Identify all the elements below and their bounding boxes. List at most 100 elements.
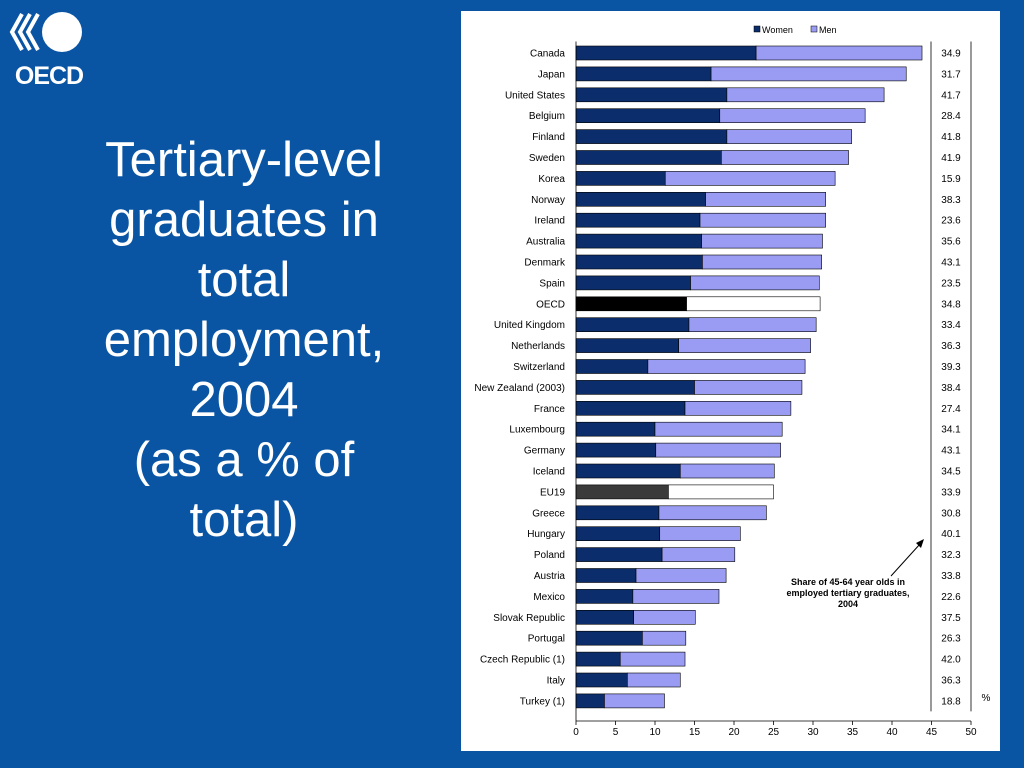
- bar-men: [701, 233, 823, 249]
- x-tick-label: 0: [573, 727, 579, 738]
- bar-men: [633, 609, 696, 625]
- slide-title-line: graduates in: [109, 193, 379, 247]
- category-label: Canada: [530, 49, 565, 60]
- bar-men: [627, 672, 681, 688]
- bar-men: [658, 505, 767, 521]
- category-label: Ireland: [534, 216, 565, 227]
- bar-men: [668, 484, 774, 500]
- share-value-label: 34.5: [941, 467, 961, 478]
- stacked-bar-chart: Women Men Canada 34.9 Japan 31.7 United States…: [474, 25, 991, 738]
- bar-women: [575, 589, 634, 604]
- share-value-label: 36.3: [941, 341, 961, 352]
- bar-women: [575, 45, 757, 61]
- legend-label: Men: [819, 25, 837, 35]
- category-label: Norway: [531, 195, 565, 206]
- share-value-label: 33.9: [941, 487, 961, 498]
- bar-women: [575, 484, 669, 500]
- bar-men: [642, 630, 687, 646]
- category-label: Slovak Republic: [493, 613, 565, 624]
- category-label: Greece: [532, 508, 565, 519]
- category-label: Hungary: [527, 529, 565, 540]
- share-value-label: 23.5: [941, 278, 961, 289]
- bar-men: [632, 589, 720, 604]
- annotation-text: employed tertiary graduates,: [786, 588, 909, 598]
- share-value-label: 30.8: [941, 508, 961, 519]
- bar-women: [575, 400, 686, 416]
- bar-men: [647, 359, 806, 374]
- category-label: Belgium: [529, 111, 565, 122]
- category-label: Finland: [532, 132, 565, 143]
- bar-women: [575, 568, 637, 583]
- share-value-label: 40.1: [941, 529, 961, 540]
- category-label: Korea: [538, 174, 565, 185]
- share-value-label: 27.4: [941, 404, 961, 415]
- bar-women: [575, 463, 681, 479]
- bar-men: [664, 171, 836, 186]
- bar-men: [686, 296, 821, 312]
- x-tick-label: 50: [965, 727, 977, 738]
- share-value-label: 41.7: [941, 90, 961, 101]
- category-label: New Zealand (2003): [474, 383, 565, 394]
- annotation-text: 2004: [838, 599, 858, 609]
- category-label: Germany: [524, 446, 565, 457]
- share-value-label: 41.9: [941, 153, 961, 164]
- annotation-text: Share of 45-64 year olds in: [791, 577, 905, 587]
- bar-men: [705, 192, 826, 207]
- annotation-arrow-line: [890, 543, 921, 577]
- bar-women: [575, 192, 706, 207]
- bar-women: [575, 254, 703, 270]
- bar-women: [575, 338, 679, 353]
- oecd-logo-mark-icon: [9, 12, 82, 52]
- x-tick-label: 35: [847, 727, 859, 738]
- category-label: Denmark: [524, 258, 566, 269]
- x-tick-label: 30: [807, 727, 819, 738]
- category-label: United Kingdom: [494, 320, 565, 331]
- bar-men: [710, 66, 907, 82]
- bar-men: [655, 442, 781, 458]
- bar-men: [661, 547, 736, 562]
- share-value-label: 34.8: [941, 299, 961, 310]
- bar-men: [619, 651, 686, 667]
- share-value-label: 22.6: [941, 592, 961, 603]
- share-value-label: 37.5: [941, 613, 961, 624]
- bar-men: [721, 150, 849, 165]
- bar-women: [575, 171, 666, 186]
- share-value-label: 43.1: [941, 446, 961, 457]
- oecd-logo: OECD: [8, 10, 90, 90]
- slide-title-line: 2004: [189, 373, 299, 427]
- share-value-label: 38.4: [941, 383, 961, 394]
- share-value-label: 39.3: [941, 362, 961, 373]
- bar-men: [604, 693, 665, 709]
- share-value-label: 43.1: [941, 258, 961, 269]
- bar-men: [726, 129, 853, 144]
- category-label: Sweden: [529, 153, 565, 164]
- category-label: Iceland: [533, 467, 565, 478]
- x-unit-label: %: [982, 693, 991, 704]
- share-value-label: 28.4: [941, 111, 961, 122]
- bar-women: [575, 442, 657, 458]
- bar-women: [575, 66, 712, 82]
- bar-women: [575, 672, 628, 688]
- share-value-label: 33.8: [941, 571, 961, 582]
- bar-men: [654, 421, 783, 437]
- category-label: Czech Republic (1): [480, 655, 565, 666]
- share-value-label: 36.3: [941, 676, 961, 687]
- bar-men: [719, 108, 866, 123]
- slide-title-line: Tertiary-level: [105, 133, 383, 187]
- share-value-label: 35.6: [941, 237, 961, 248]
- x-tick-label: 40: [886, 727, 898, 738]
- slide-title-line: (as a % of: [133, 433, 355, 487]
- bar-women: [575, 505, 660, 521]
- chart-panel: Women Men Canada 34.9 Japan 31.7 United States…: [461, 11, 1000, 751]
- legend-label: Women: [762, 25, 793, 35]
- category-label: Netherlands: [511, 341, 565, 352]
- x-tick-label: 25: [768, 727, 780, 738]
- category-label: Australia: [526, 237, 565, 248]
- bar-men: [726, 87, 885, 103]
- share-value-label: 34.1: [941, 425, 961, 436]
- category-label: Mexico: [533, 592, 565, 603]
- bar-women: [575, 275, 691, 291]
- category-label: United States: [505, 90, 565, 101]
- slide-title-line: employment,: [103, 313, 385, 367]
- share-value-label: 33.4: [941, 320, 961, 331]
